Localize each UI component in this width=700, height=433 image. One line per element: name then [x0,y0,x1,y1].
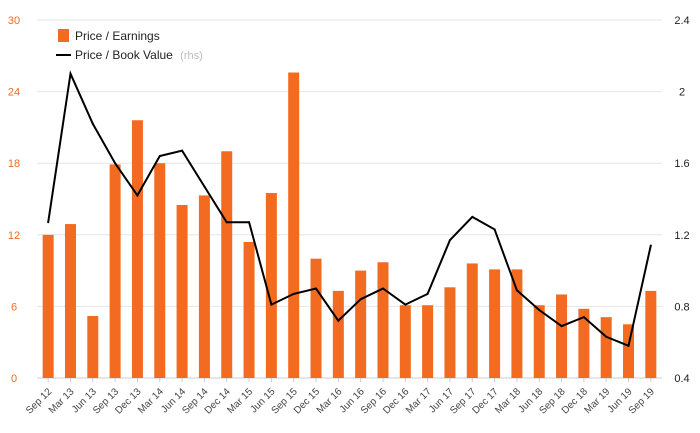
point-price-book-value [493,228,496,231]
point-price-book-value [582,316,585,319]
x-tick-label: Mar 15 [225,386,255,416]
legend-note-rhs: (rhs) [180,50,203,62]
line-price-book-value [47,70,652,348]
bar-price-earnings [556,294,568,378]
point-price-book-value [538,308,541,311]
point-price-book-value [270,303,273,306]
point-price-book-value [426,292,429,295]
bar-price-earnings [422,305,434,378]
point-price-book-value [114,162,117,165]
y-left-tick-label: 30 [8,15,20,27]
bar-price-earnings [176,204,188,378]
y-right-tick-label: 0.8 [674,301,689,313]
point-price-book-value [649,244,652,247]
bar-price-earnings [489,269,501,378]
point-price-book-value [136,194,139,197]
bar-price-earnings [533,305,545,378]
bar-price-earnings [578,308,590,378]
bar-price-earnings [623,324,635,378]
y-right-tick-label: 2.4 [674,15,689,27]
point-price-book-value [315,287,318,290]
x-tick-label: Mar 18 [493,386,523,416]
legend-label-price-book: Price / Book Value [75,48,173,62]
x-tick-label: Mar 16 [315,386,345,416]
pe-bars [42,72,657,379]
point-price-book-value [69,72,72,75]
point-price-book-value [515,289,518,292]
point-price-book-value [627,344,630,347]
point-price-book-value [91,122,94,125]
y-left-tick-label: 24 [8,87,20,99]
y-left-tick-label: 12 [8,230,20,242]
point-price-book-value [225,221,228,224]
point-price-book-value [181,149,184,152]
bar-price-earnings [310,258,322,378]
point-price-book-value [359,298,362,301]
legend-swatch-price-earnings [58,29,69,42]
right-axis-ticks: 0.4 0.8 1.2 1.6 2 2.4 [674,15,689,385]
y-right-tick-label: 1.6 [674,158,689,170]
bar-price-earnings [332,290,344,378]
y-left-tick-label: 6 [11,301,17,313]
svg-text:Price / Book Value (rh: Price / Book Value (rhs) [75,48,203,62]
point-price-book-value [248,221,251,224]
y-left-tick-label: 0 [11,373,17,385]
bar-price-earnings [198,195,210,378]
bar-price-earnings [645,290,657,378]
x-tick-label: Sep 19 [627,386,657,416]
point-price-book-value [448,239,451,242]
point-price-book-value [203,185,206,188]
bar-price-earnings [243,241,255,378]
legend: Price / Earnings Price / Book Value (rhs… [56,29,203,62]
bar-price-earnings [109,164,121,378]
point-price-book-value [47,221,50,224]
y-right-tick-label: 2 [679,87,685,99]
point-price-book-value [381,287,384,290]
point-price-book-value [337,319,340,322]
y-right-tick-label: 1.2 [674,230,689,242]
bar-price-earnings [444,287,456,378]
y-right-tick-label: 0.4 [674,373,689,385]
bar-price-earnings [131,120,143,379]
bar-price-earnings [154,163,166,378]
bar-price-earnings [288,72,300,379]
bar-price-earnings [466,263,478,378]
bar-price-earnings [64,224,76,378]
bar-price-earnings [221,151,233,378]
bar-price-earnings [355,270,367,378]
legend-label-price-earnings: Price / Earnings [75,29,160,43]
x-tick-label: Mar 13 [47,386,77,416]
bar-price-earnings [265,193,277,378]
point-price-book-value [605,335,608,338]
point-price-book-value [292,292,295,295]
left-axis-ticks: 0 6 12 18 24 30 [8,15,20,385]
bar-price-earnings [399,305,411,378]
point-price-book-value [404,303,407,306]
bar-price-earnings [600,317,612,378]
pb-line-group [47,70,652,348]
x-tick-label: Mar 19 [583,386,613,416]
point-price-book-value [158,155,161,158]
bar-price-earnings [377,262,389,378]
y-left-tick-label: 18 [8,158,20,170]
bar-price-earnings [87,315,99,378]
x-tick-label: Mar 14 [136,386,166,416]
point-price-book-value [560,325,563,328]
bar-price-earnings [511,269,523,378]
x-tick-label: Mar 17 [404,386,434,416]
point-price-book-value [471,215,474,218]
bar-price-earnings [42,234,54,378]
